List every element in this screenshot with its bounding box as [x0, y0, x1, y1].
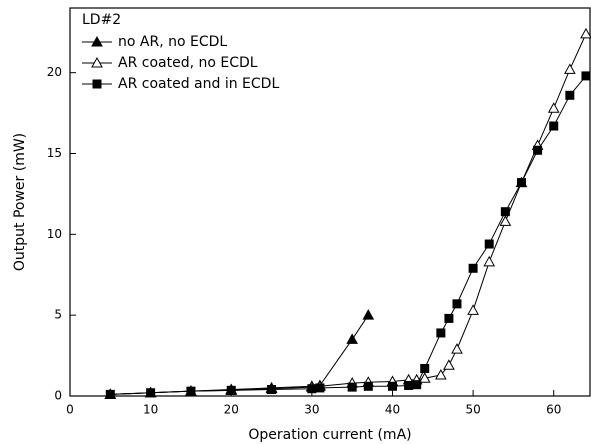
marker: [307, 384, 317, 394]
marker: [412, 380, 422, 390]
x-tick-label: 30: [304, 403, 319, 417]
y-tick-label: 15: [47, 146, 62, 160]
marker: [467, 304, 479, 315]
marker: [516, 178, 526, 188]
marker: [452, 299, 462, 309]
marker: [418, 372, 431, 383]
y-tick-label: 5: [54, 308, 62, 322]
marker: [436, 328, 446, 338]
x-tick-label: 60: [546, 403, 561, 417]
marker: [468, 263, 478, 273]
marker: [580, 27, 591, 39]
marker: [565, 90, 575, 100]
series-line: [110, 75, 587, 395]
x-tick-label: 50: [465, 403, 480, 417]
marker: [444, 313, 454, 323]
marker: [435, 368, 447, 380]
legend-title: LD#2: [82, 12, 121, 28]
marker: [547, 102, 560, 113]
legend-marker: [91, 35, 103, 47]
marker: [483, 255, 496, 267]
x-tick-label: 40: [385, 403, 400, 417]
marker: [484, 239, 494, 249]
x-tick-label: 20: [224, 403, 239, 417]
y-axis-label: Output Power (mW): [12, 133, 28, 271]
x-tick-label: 10: [143, 403, 158, 417]
legend-label: AR coated and in ECDL: [118, 76, 279, 92]
marker: [347, 382, 357, 392]
marker: [420, 364, 430, 374]
marker: [315, 383, 325, 393]
series-line: [110, 314, 369, 395]
marker: [404, 380, 414, 390]
marker: [186, 386, 196, 396]
marker: [500, 207, 510, 217]
marker: [499, 215, 512, 226]
marker: [346, 333, 359, 344]
marker: [563, 63, 576, 74]
legend-marker: [91, 56, 103, 68]
marker: [226, 385, 236, 395]
marker: [533, 145, 543, 155]
marker: [549, 121, 559, 131]
marker: [443, 359, 455, 370]
marker: [387, 381, 397, 391]
marker: [362, 309, 375, 320]
marker: [451, 343, 463, 354]
marker: [581, 71, 591, 81]
y-tick-label: 10: [47, 227, 62, 241]
y-tick-label: 20: [47, 65, 62, 79]
plot-frame: [69, 7, 591, 397]
y-tick-label: 0: [54, 389, 62, 403]
legend-label: no AR, no ECDL: [118, 34, 227, 50]
marker: [267, 385, 277, 395]
x-axis-label: Operation current (mA): [248, 427, 411, 443]
marker: [363, 381, 373, 391]
x-tick-label: 0: [66, 403, 74, 417]
marker: [105, 389, 115, 399]
marker: [146, 388, 156, 398]
legend-marker: [92, 79, 102, 89]
legend-label: AR coated, no ECDL: [118, 55, 258, 71]
